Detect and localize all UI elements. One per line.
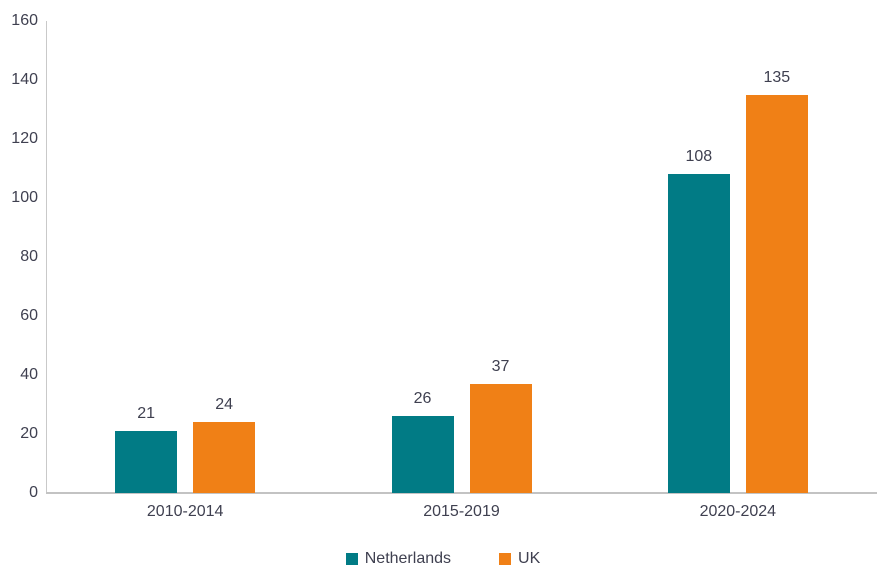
bar-netherlands-2015-2019	[391, 416, 454, 493]
legend: Netherlands UK	[0, 550, 886, 568]
bar-uk-2010-2014	[193, 422, 256, 493]
legend-label-uk: UK	[518, 550, 541, 567]
y-axis-tick-label: 140	[11, 71, 38, 88]
x-axis-line	[46, 492, 877, 494]
y-axis-tick-label: 100	[11, 189, 38, 206]
bar-uk-2015-2019	[469, 383, 532, 493]
bar-netherlands-2010-2014	[115, 431, 178, 493]
x-axis-category-label: 2020-2024	[699, 503, 777, 520]
x-axis-category-label: 2015-2019	[423, 503, 500, 520]
y-axis-tick-label: 120	[11, 130, 38, 147]
y-axis-tick-label: 20	[20, 425, 38, 442]
y-axis-tick-label: 40	[20, 366, 38, 383]
legend-swatch-netherlands-icon	[345, 553, 358, 565]
bar-value-label: 21	[137, 405, 156, 423]
legend-entry-uk: UK	[499, 550, 540, 568]
y-axis-tick-label: 80	[20, 248, 38, 265]
legend-entry-netherlands: Netherlands	[345, 550, 452, 568]
legend-label-netherlands: Netherlands	[364, 550, 452, 567]
bar-value-label: 108	[685, 148, 713, 166]
bar-value-label: 135	[763, 68, 791, 86]
bar-value-label: 37	[491, 357, 510, 375]
x-axis-category-label: 2010-2014	[146, 503, 224, 520]
bar-value-label: 26	[413, 390, 432, 408]
y-axis-tick-label: 160	[11, 12, 38, 29]
y-axis-line	[46, 21, 47, 493]
bar-netherlands-2020-2024	[667, 174, 730, 493]
y-axis-tick-label: 60	[20, 307, 38, 324]
y-axis-tick-label: 0	[29, 484, 38, 501]
bar-uk-2020-2024	[745, 94, 808, 493]
legend-swatch-uk-icon	[499, 553, 512, 565]
bar-value-label: 24	[215, 396, 234, 414]
